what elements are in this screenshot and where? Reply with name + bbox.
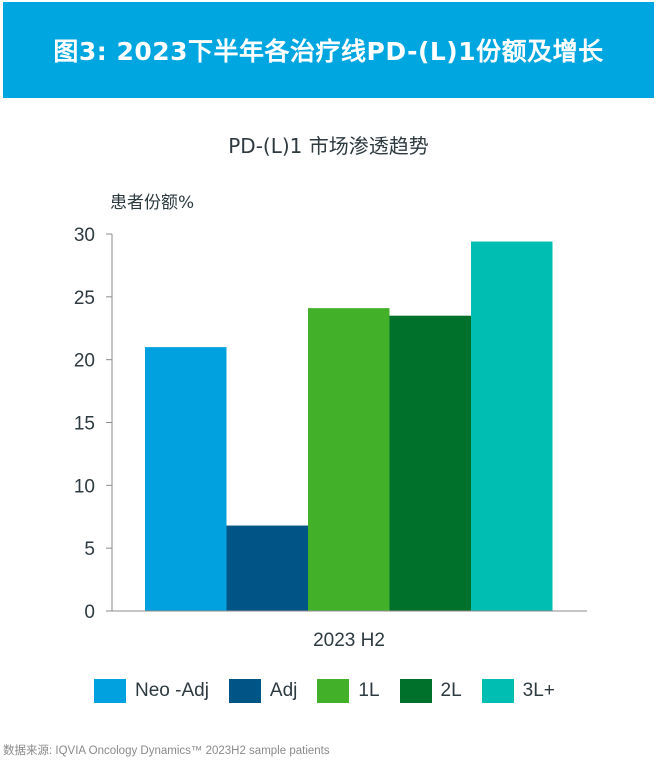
legend-item: 1L: [317, 679, 380, 703]
legend-item: 3L+: [481, 679, 555, 703]
legend-swatch: [94, 679, 126, 703]
legend-item: Neo -Adj: [94, 679, 209, 703]
legend-swatch: [317, 679, 350, 703]
y-tick-label: 5: [84, 539, 95, 560]
bar-neo-adj: [145, 347, 227, 611]
y-tick-label: 20: [74, 351, 95, 372]
legend: Neo -Adj Adj 1L 2L 3L+: [94, 679, 575, 703]
y-tick-label: 15: [74, 414, 95, 435]
banner-title: 图3: 2023下半年各治疗线PD-(L)1份额及增长: [53, 37, 604, 66]
y-tick-label: 0: [84, 602, 95, 623]
y-tick-label: 10: [74, 476, 95, 497]
y-tick-label: 30: [74, 225, 95, 246]
bar-adj: [226, 525, 308, 611]
bar-2l: [389, 315, 471, 611]
legend-label: Adj: [269, 680, 298, 701]
chart-title: PD-(L)1 市场渗透趋势: [228, 134, 429, 158]
legend-label: 2L: [440, 680, 462, 701]
legend-label: 1L: [358, 680, 380, 701]
source-note: 数据来源: IQVIA Oncology Dynamics™ 2023H2 sa…: [3, 745, 330, 757]
x-category-label: 2023 H2: [313, 630, 385, 651]
legend-item: Adj: [228, 679, 298, 703]
legend-label: 3L+: [522, 680, 555, 701]
y-tick-label: 25: [74, 288, 95, 309]
legend-label: Neo -Adj: [135, 680, 209, 701]
bar-1l: [308, 308, 390, 611]
title-banner: 图3: 2023下半年各治疗线PD-(L)1份额及增长: [3, 2, 654, 98]
bar-3l+: [471, 241, 553, 612]
legend-swatch: [481, 679, 514, 703]
legend-swatch: [228, 679, 261, 703]
legend-item: 2L: [399, 679, 462, 703]
y-axis-label: 患者份额%: [110, 193, 195, 213]
legend-swatch: [399, 679, 432, 703]
